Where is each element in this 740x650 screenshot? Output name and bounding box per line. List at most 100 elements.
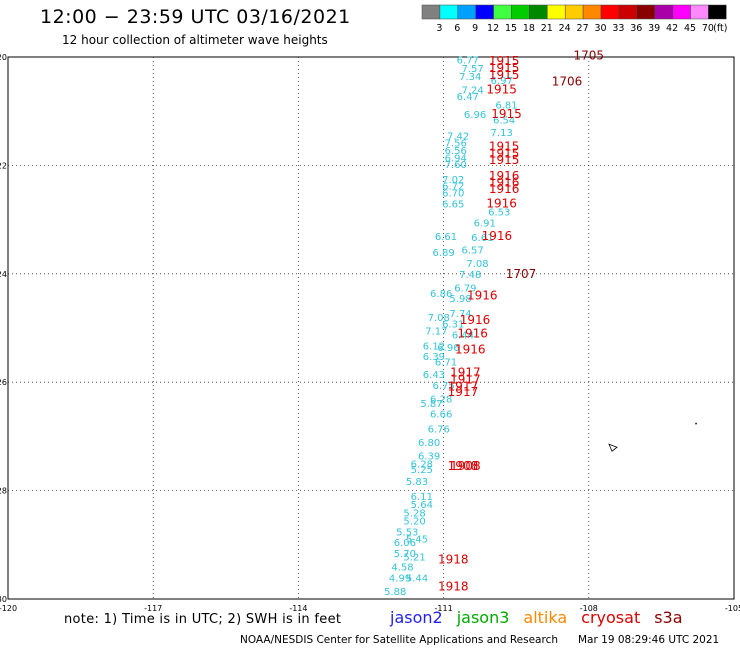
wave-height-value: 4.99 — [389, 573, 411, 584]
wave-height-value: 7.48 — [459, 270, 481, 281]
legend-label: 45 — [684, 23, 696, 34]
legend-label: 6 — [454, 23, 460, 34]
legend-unit: (ft) — [713, 23, 727, 34]
legend-swatch — [708, 4, 727, 20]
color-legend: 3 6 9 12 15 18 21 24 27 30 33 36 39 42 45 70 (ft) — [421, 4, 727, 34]
legend-label: 36 — [630, 23, 642, 34]
wave-height-value: 7.02 — [442, 175, 464, 186]
pass-time-label: 1915 — [489, 153, 520, 167]
satellite-s3a: s3a — [654, 608, 683, 627]
page-title: 12:00 − 23:59 UTC 03/16/2021 — [40, 6, 351, 28]
lat-tick-label: -20 — [0, 53, 7, 62]
pass-time-label: 1916 — [482, 229, 513, 243]
wave-height-value: 6.96 — [437, 343, 459, 354]
legend-label: 33 — [612, 23, 624, 34]
wave-height-value: 6.06 — [394, 538, 416, 549]
lat-tick-label: -22 — [0, 161, 7, 170]
page-subtitle: 12 hour collection of altimeter wave hei… — [62, 33, 328, 47]
pass-time-label: 1916 — [457, 326, 488, 340]
legend-label: 3 — [436, 23, 442, 34]
wave-height-value: 6.54 — [493, 115, 515, 126]
wave-height-value: 5.98 — [449, 294, 471, 305]
pass-time-label: 1705 — [574, 48, 605, 62]
island-outline — [608, 443, 618, 452]
wave-height-value: 6.77 — [457, 56, 479, 67]
wave-height-value: 6.91 — [474, 218, 496, 229]
wave-height-value: 5.83 — [406, 477, 428, 488]
pass-time-label: 1916 — [467, 288, 498, 302]
wave-height-value: 5.88 — [384, 587, 406, 598]
wave-height-value: 6.94 — [445, 153, 467, 164]
credit-timestamp: Mar 19 08:29:46 UTC 2021 — [578, 634, 720, 646]
wave-height-value: 5.20 — [403, 516, 425, 527]
satellite-altika: altika — [523, 608, 568, 627]
pass-time-label: 1916 — [455, 343, 486, 357]
pass-time-label: 1915 — [489, 54, 520, 68]
legend-label: 9 — [472, 23, 478, 34]
lon-tick-label: -108 — [580, 604, 598, 613]
wave-height-value: 6.44 — [452, 331, 474, 342]
wave-height-value: 5.44 — [406, 573, 428, 584]
wave-height-value: 5.70 — [394, 549, 416, 560]
wave-height-value: 6.28 — [411, 460, 433, 471]
legend-label: 21 — [541, 23, 553, 34]
wave-height-value: 6.76 — [428, 424, 450, 435]
wave-height-value: 6.79 — [454, 283, 476, 294]
wave-height-value: 6.80 — [418, 438, 440, 449]
pass-time-label: 1706 — [552, 74, 583, 88]
legend-label: 15 — [505, 23, 517, 34]
wave-height-value: 6.72 — [442, 181, 464, 192]
pass-time-label: 1916 — [489, 169, 520, 183]
pass-time-label: 1707 — [506, 267, 537, 281]
island-dot — [695, 422, 697, 425]
lat-tick-label: -30 — [0, 595, 7, 604]
pass-time-label: 1916 — [460, 313, 491, 327]
lat-tick-label: -26 — [0, 378, 7, 387]
pass-time-label: 1908 — [450, 459, 481, 473]
wave-height-value: 6.70 — [442, 189, 464, 200]
satellite-jason2: jason2 — [390, 608, 443, 627]
wave-height-value: 7.24 — [462, 86, 484, 97]
legend-label: 24 — [559, 23, 571, 34]
wave-height-value: 6.12 — [423, 341, 445, 352]
footer-note: note: 1) Time is in UTC; 2) SWH is in fe… — [64, 612, 342, 627]
wave-height-value: 6.39 — [423, 352, 445, 363]
satellite-jason3: jason3 — [456, 608, 510, 627]
wave-height-value: 6.65 — [442, 199, 464, 210]
lon-tick-label: -111 — [435, 604, 453, 613]
wave-height-value: 6.81 — [495, 101, 517, 112]
wave-height-value: 6.96 — [464, 110, 486, 121]
pass-time-label: 1915 — [491, 107, 522, 121]
lon-tick-label: -105 — [725, 604, 740, 613]
lat-tick-label: -28 — [0, 487, 7, 496]
lon-tick-label: -114 — [289, 604, 307, 613]
wave-height-value: 7.42 — [447, 132, 469, 143]
wave-height-value: 7.74 — [449, 309, 471, 320]
satellite-cryosat: cryosat — [581, 608, 641, 627]
wave-height-value: 5.28 — [403, 508, 425, 519]
wave-height-value: 6.43 — [423, 370, 445, 381]
wave-height-value: 6.28 — [430, 394, 452, 405]
wave-height-value: 7.08 — [428, 313, 450, 324]
legend-label: 39 — [648, 23, 660, 34]
pass-time-label: 1917 — [448, 385, 479, 399]
wave-height-value: 6.39 — [418, 451, 440, 462]
legend-label: 27 — [577, 23, 589, 34]
legend-label: 18 — [523, 23, 535, 34]
pass-time-label: 1916 — [486, 196, 517, 210]
wave-height-value: 6.97 — [491, 76, 513, 87]
pass-time-label: 1917 — [448, 380, 479, 394]
wave-height-value: 6.61 — [435, 232, 457, 243]
wave-height-value: 6.11 — [411, 492, 433, 503]
wave-height-value: 5.87 — [420, 399, 442, 410]
wave-height-value: 5.45 — [406, 534, 428, 545]
pass-time-label: 1915 — [486, 83, 517, 97]
wave-height-value: 6.56 — [445, 146, 467, 157]
wave-height-value: 6.53 — [488, 207, 510, 218]
pass-time-label: 1917 — [450, 372, 481, 386]
wave-height-value: 7.56 — [445, 139, 467, 150]
pass-time-label: 1908 — [448, 459, 479, 473]
wave-height-value: 7.57 — [462, 64, 484, 75]
wave-height-value: 6.89 — [432, 248, 454, 259]
